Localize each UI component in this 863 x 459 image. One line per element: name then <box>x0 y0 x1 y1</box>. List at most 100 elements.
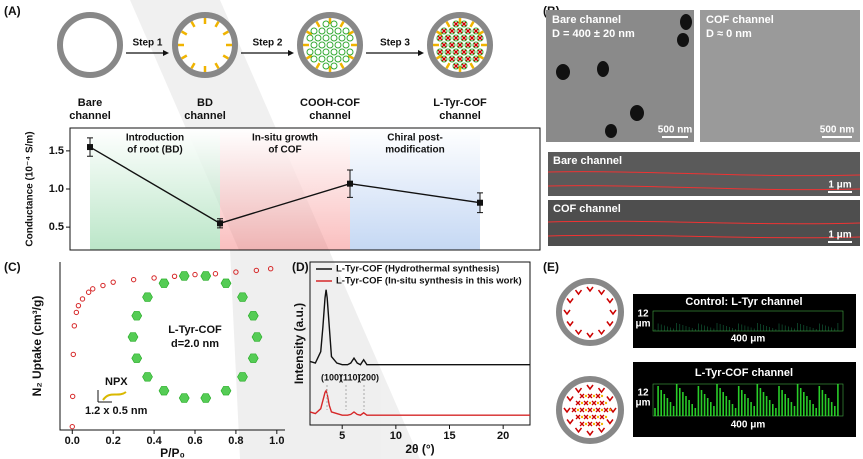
cof-node <box>452 48 460 56</box>
panel-label: (C) <box>4 260 21 274</box>
ligand <box>597 329 606 336</box>
ligand <box>465 56 471 62</box>
point <box>347 180 353 187</box>
cof-node <box>436 48 444 56</box>
phenyl <box>178 271 190 281</box>
ligand <box>473 42 479 48</box>
node <box>592 408 596 412</box>
stage-label: In-situ growth <box>252 133 318 144</box>
cof-node <box>306 48 314 56</box>
x-tick-label: 10 <box>390 430 402 442</box>
channel-label: channel <box>184 110 226 122</box>
x-tick-label: 15 <box>443 430 455 442</box>
point <box>130 276 137 283</box>
fluorescence <box>556 278 856 444</box>
ligand <box>597 289 606 296</box>
arrow-head <box>418 50 424 56</box>
cof-node <box>575 400 581 406</box>
phenyl <box>200 393 212 403</box>
cof-node <box>472 41 480 49</box>
cof-node <box>460 34 468 42</box>
root <box>469 62 475 70</box>
legend-label: L-Tyr-COF (Hydrothermal synthesis) <box>336 264 499 275</box>
cof-node <box>448 27 456 35</box>
ligand <box>606 419 614 425</box>
root <box>435 30 443 36</box>
band-fade <box>350 128 480 250</box>
cof-node <box>342 27 350 35</box>
channel-label: channel <box>69 110 111 122</box>
node <box>588 401 592 405</box>
cof-node <box>583 414 589 420</box>
cof-node <box>314 34 322 42</box>
cof-node <box>591 400 597 406</box>
channel-edge <box>547 220 861 239</box>
plot-frame <box>309 261 531 426</box>
node <box>600 422 604 426</box>
cof-node <box>460 62 468 70</box>
ligand <box>449 42 455 48</box>
ligand <box>465 28 471 34</box>
root <box>477 54 485 60</box>
cof-node <box>579 421 585 427</box>
root <box>477 30 485 36</box>
ligand <box>461 35 467 41</box>
channel <box>556 278 624 346</box>
inset-size: 1.2 x 0.5 nm <box>85 405 148 417</box>
node <box>604 415 608 419</box>
image-title: Control: L-Tyr channel <box>685 296 802 308</box>
peak-label: (110) <box>340 372 361 382</box>
phenyl <box>220 278 232 288</box>
cof-node <box>448 41 456 49</box>
point <box>90 286 96 292</box>
point <box>217 220 223 227</box>
size-arrows <box>97 390 112 403</box>
point <box>212 271 219 277</box>
node <box>592 394 596 398</box>
cof-node <box>575 414 581 420</box>
ligand <box>597 387 606 394</box>
node <box>592 422 596 426</box>
ligand <box>469 35 475 41</box>
pore <box>556 64 570 80</box>
root <box>445 62 451 70</box>
cof-node <box>595 407 601 413</box>
sem-title: Bare channel <box>552 14 621 26</box>
cof-node <box>346 48 354 56</box>
series-line <box>309 389 530 416</box>
width-label: 400 μm <box>731 334 766 345</box>
step-label: Step 2 <box>252 38 282 49</box>
pore <box>597 61 609 77</box>
cof-node <box>342 55 350 63</box>
ligand <box>606 396 614 402</box>
x-tick-label: 0.4 <box>146 435 162 447</box>
legend-label: L-Tyr-COF (In-situ synthesis in this wor… <box>336 276 522 287</box>
ligand <box>461 21 467 27</box>
point <box>477 199 483 206</box>
x-tick-label: 0.0 <box>65 435 80 447</box>
y-tick-label: 1.0 <box>49 183 64 195</box>
root <box>347 30 355 36</box>
scale-label: 1 μm <box>828 230 851 241</box>
point <box>110 279 116 285</box>
pore <box>630 105 644 121</box>
ligand <box>609 309 617 316</box>
ligand <box>449 56 455 62</box>
cof-node <box>587 421 593 427</box>
point <box>171 273 178 279</box>
ligand <box>453 63 459 69</box>
cof-node <box>318 55 326 63</box>
cof-node <box>595 421 601 427</box>
arrow-head <box>163 50 169 56</box>
channel-label: COOH-COF <box>300 97 360 109</box>
phenyl <box>247 353 259 363</box>
depth-label: 12 <box>637 388 649 399</box>
point <box>69 393 76 400</box>
width-label: 400 μm <box>731 420 766 431</box>
stage-label: Introduction <box>126 133 184 144</box>
node <box>576 408 580 412</box>
point <box>192 271 198 278</box>
panel-label: (A) <box>4 4 21 18</box>
point <box>233 269 239 275</box>
point <box>87 144 93 151</box>
